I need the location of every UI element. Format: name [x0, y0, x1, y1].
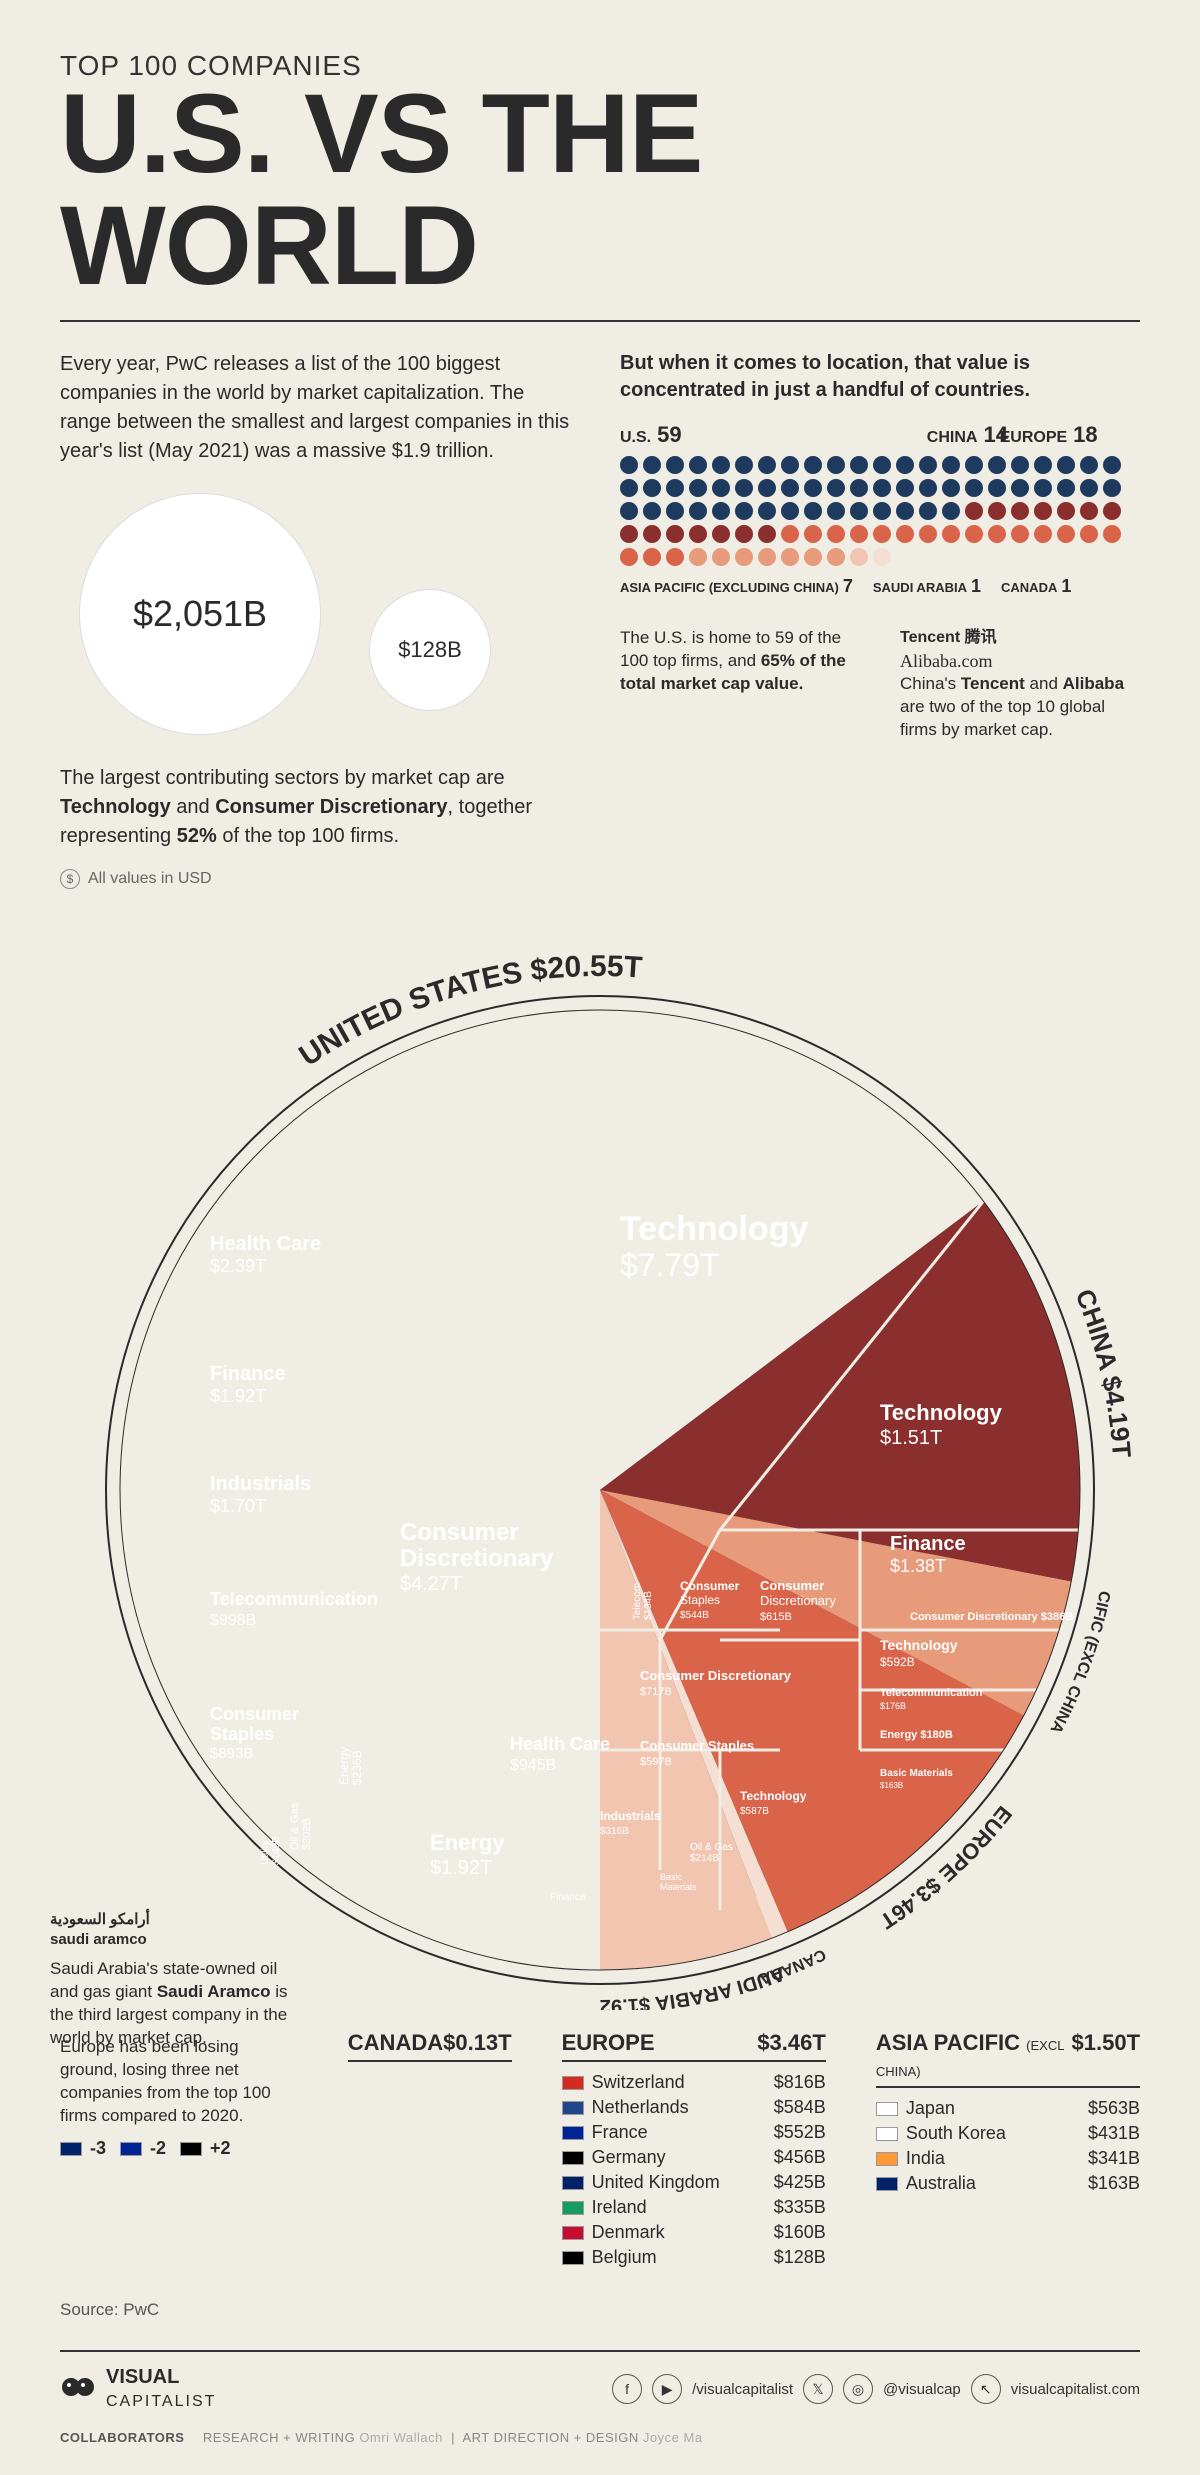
sector-text: The largest contributing sectors by mark…	[60, 764, 570, 851]
dot-labels-top: U.S. 59CHINA 14EUROPE 18	[620, 422, 1140, 448]
dot-grid	[620, 456, 1140, 566]
svg-text:Energy $180B: Energy $180B	[880, 1729, 953, 1741]
instagram-icon[interactable]: ◎	[843, 2374, 873, 2404]
social-handle-1: /visualcapitalist	[692, 2381, 793, 2398]
europe-header: EUROPE $3.46T	[562, 2030, 826, 2062]
europe-changes: -3-2+2	[60, 2138, 298, 2159]
svg-text:Staples: Staples	[680, 1593, 720, 1607]
svg-text:Consumer Discretionary $386B: Consumer Discretionary $386B	[910, 1611, 1073, 1623]
europe-total: $3.46T	[757, 2030, 826, 2056]
svg-text:UNITED STATES $20.55T: UNITED STATES $20.55T	[293, 950, 643, 1073]
headline: U.S. VS THE WORLD	[60, 78, 1140, 302]
mini-china: Tencent 腾讯 Alibaba.com China's Tencent a…	[900, 627, 1140, 742]
socials: f ▶ /visualcapitalist 𝕏 ◎ @visualcap ↖ v…	[612, 2374, 1140, 2404]
tencent-logo: Tencent 腾讯	[900, 627, 1140, 649]
mini-us: The U.S. is home to 59 of the 100 top fi…	[620, 627, 860, 742]
footer: VISUALCAPITALIST f ▶ /visualcapitalist 𝕏…	[60, 2350, 1140, 2412]
europe-rows: Switzerland$816BNetherlands$584BFrance$5…	[562, 2070, 826, 2270]
europe-title: EUROPE	[562, 2030, 655, 2056]
social-handle-2: @visualcap	[883, 2381, 961, 2398]
svg-text:Finance$1.92T: Finance$1.92T	[210, 1363, 286, 1406]
bottom-tables: Europe has been losing ground, losing th…	[60, 2030, 1140, 2270]
asia-total: $1.50T	[1072, 2030, 1141, 2082]
twitter-icon[interactable]: 𝕏	[803, 2374, 833, 2404]
svg-text:Discretionary: Discretionary	[760, 1593, 836, 1608]
svg-text:$4.27T: $4.27T	[400, 1573, 462, 1595]
intro-text: Every year, PwC releases a list of the 1…	[60, 350, 570, 466]
largest-circle: $2,051B	[80, 494, 320, 734]
source: Source: PwC	[60, 2300, 1140, 2320]
svg-text:Energy$236B: Energy$236B	[337, 1747, 364, 1785]
dot-labels-bottom: ASIA PACIFIC (EXCLUDING CHINA)7SAUDI ARA…	[620, 576, 1140, 597]
asia-title: ASIA PACIFIC (EXCL CHINA)	[876, 2030, 1072, 2082]
svg-text:Health Care$2.39T: Health Care$2.39T	[210, 1233, 321, 1276]
alibaba-logo: Alibaba.com	[900, 649, 1140, 673]
usd-note: All values in USD	[60, 867, 570, 890]
svg-text:Discretionary: Discretionary	[400, 1545, 554, 1572]
canada-total: $0.13T	[443, 2030, 512, 2056]
svg-text:Consumer: Consumer	[680, 1579, 740, 1593]
vc-logo: VISUALCAPITALIST	[60, 2366, 216, 2412]
largest-value: $2,051B	[133, 588, 267, 640]
asia-rows: Japan$563BSouth Korea$431BIndia$341BAust…	[876, 2096, 1140, 2196]
aramco-callout: أرامكو السعودية saudi aramco Saudi Arabi…	[50, 1910, 290, 2050]
canada-title: CANADA	[348, 2030, 443, 2056]
svg-text:Telecommunication$998B: Telecommunication$998B	[210, 1589, 378, 1629]
svg-text:$615B: $615B	[760, 1611, 792, 1623]
hr	[60, 320, 1140, 322]
svg-text:Industrials$1.70T: Industrials$1.70T	[210, 1473, 311, 1516]
aramco-text: Saudi Arabia's state-owned oil and gas g…	[50, 1958, 290, 2050]
svg-text:Consumer: Consumer	[210, 1704, 299, 1724]
svg-text:Finance: Finance	[550, 1892, 586, 1903]
svg-text:Staples: Staples	[210, 1724, 274, 1744]
collaborators: COLLABORATORS RESEARCH + WRITING Omri Wa…	[60, 2430, 1140, 2445]
size-comparison: $2,051B $128B	[60, 494, 570, 654]
facebook-icon[interactable]: f	[612, 2374, 642, 2404]
svg-text:$544B: $544B	[680, 1610, 709, 1621]
asia-header: ASIA PACIFIC (EXCL CHINA) $1.50T	[876, 2030, 1140, 2088]
mini-china-text: China's Tencent and Alibaba are two of t…	[900, 673, 1140, 742]
cursor-icon[interactable]: ↖	[971, 2374, 1001, 2404]
svg-text:Technology$7.79T: Technology$7.79T	[620, 1210, 808, 1283]
svg-text:$893B: $893B	[210, 1745, 253, 1762]
svg-text:Consumer: Consumer	[400, 1519, 519, 1546]
aramco-logo: أرامكو السعودية saudi aramco	[50, 1910, 290, 1951]
location-heading: But when it comes to location, that valu…	[620, 350, 1140, 404]
svg-text:Energy$1.92T: Energy$1.92T	[430, 1830, 505, 1879]
svg-text:Utility$149B: Utility$149B	[260, 1836, 282, 1865]
voronoi-treemap: UNITED STATES $20.55TCHINA $4.19TASIA PA…	[60, 930, 1140, 2010]
social-handle-3: visualcapitalist.com	[1011, 2381, 1140, 2398]
svg-text:Health Care$945B: Health Care$945B	[510, 1734, 610, 1774]
youtube-icon[interactable]: ▶	[652, 2374, 682, 2404]
svg-text:Consumer: Consumer	[760, 1578, 824, 1593]
smallest-value: $128B	[398, 634, 462, 666]
canada-header: CANADA $0.13T	[348, 2030, 512, 2062]
smallest-circle: $128B	[370, 590, 490, 710]
